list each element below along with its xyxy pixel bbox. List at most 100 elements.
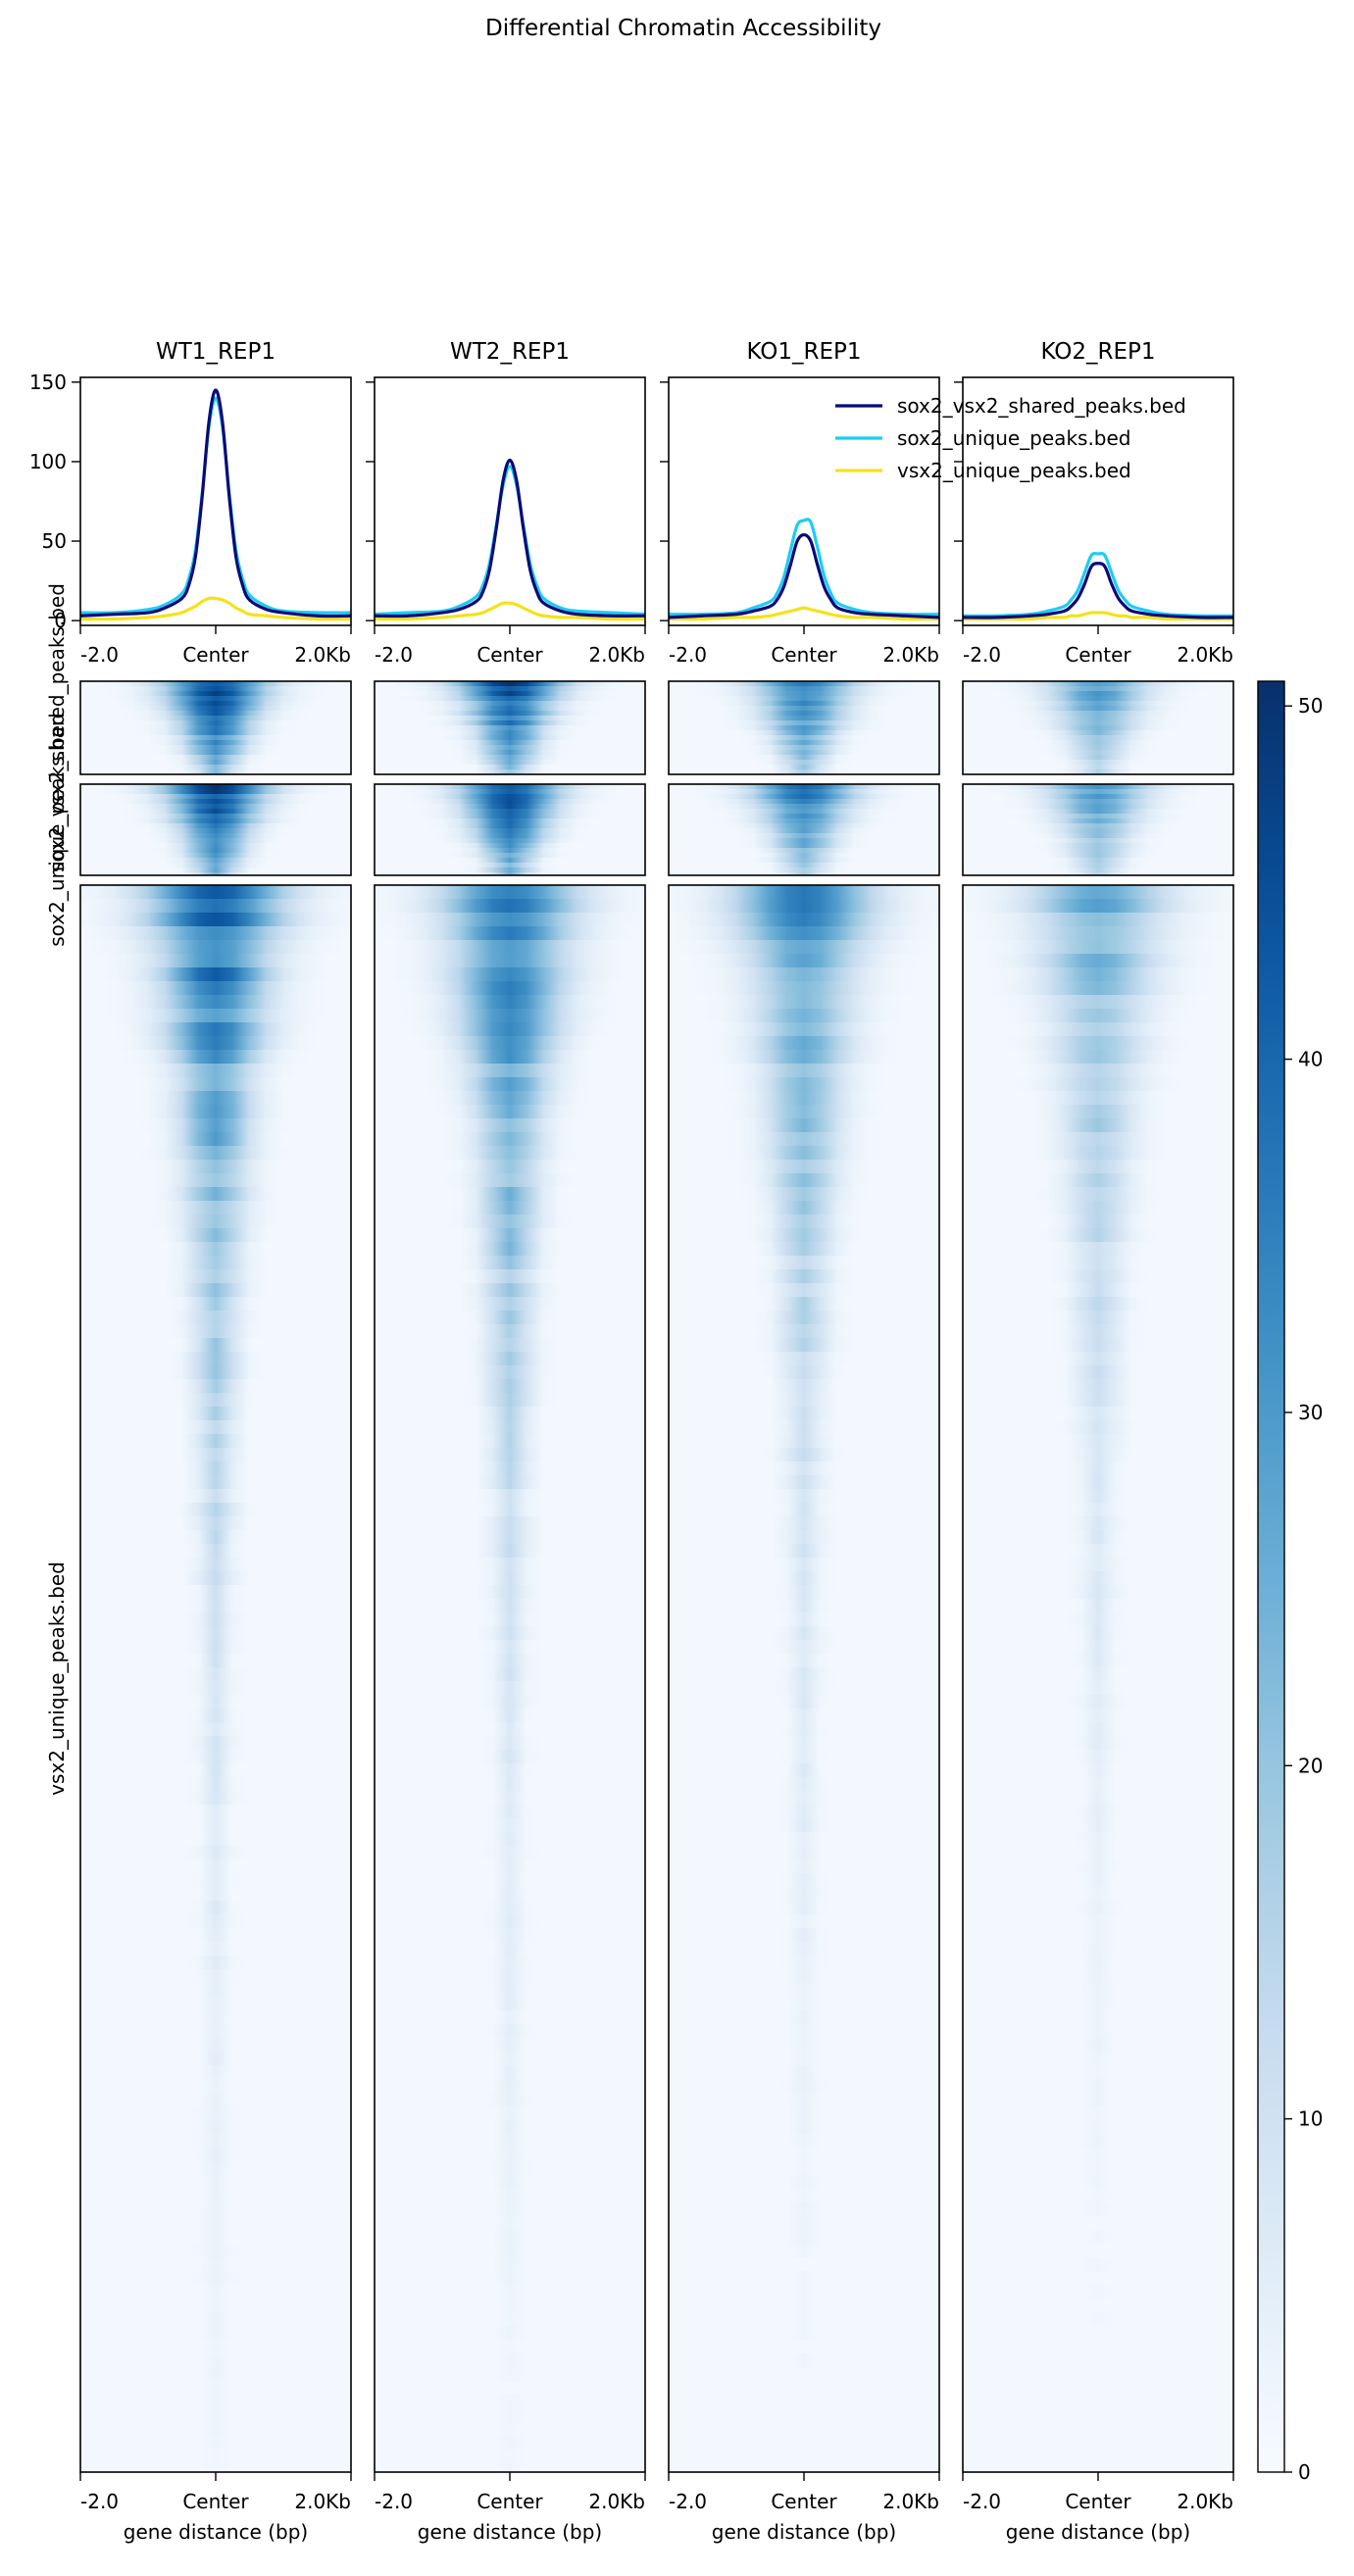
heatmap-row-band xyxy=(669,789,939,795)
heatmap-row-band xyxy=(80,1461,351,1476)
colorbar-tick-label: 20 xyxy=(1298,1754,1323,1777)
heatmap-row-band xyxy=(669,1722,939,1737)
heatmap-row-band xyxy=(375,995,645,1010)
heatmap-row-band xyxy=(375,1846,645,1860)
heatmap-row-band xyxy=(375,745,645,751)
x-tick-label: Center xyxy=(1065,643,1131,667)
heatmap-row-band xyxy=(80,2395,351,2409)
heatmap-row-band xyxy=(80,784,351,790)
heatmap-row-band xyxy=(669,2134,939,2149)
heatmap-row-band xyxy=(375,2120,645,2135)
heatmap-row-band xyxy=(375,1612,645,1627)
heatmap-row-band xyxy=(375,691,645,697)
heatmap-row-band xyxy=(80,2134,351,2149)
profile-line-sox2-vsx2-shared-peaks-bed xyxy=(962,562,1234,619)
heatmap-row-band xyxy=(963,848,1233,854)
heatmap-row-band xyxy=(963,913,1233,927)
heatmap-row-band xyxy=(669,1805,939,1819)
heatmap-row-band xyxy=(669,885,939,900)
heatmap-row-band xyxy=(963,2038,1233,2053)
heatmap-row-band xyxy=(669,2271,939,2286)
heatmap-row-band xyxy=(669,760,939,766)
heatmap-row-band xyxy=(80,1887,351,1902)
heatmap-row-band xyxy=(669,730,939,736)
heatmap-row-band xyxy=(963,755,1233,761)
heatmap-row-band xyxy=(375,2367,645,2382)
heatmap-row-band xyxy=(375,1571,645,1586)
heatmap-row-band xyxy=(669,716,939,721)
heatmap-frame xyxy=(79,680,352,775)
heatmap-row-band xyxy=(80,2450,351,2464)
heatmap-row-band xyxy=(669,1160,939,1174)
heatmap-row-band xyxy=(963,740,1233,746)
heatmap-row-band xyxy=(669,2093,939,2107)
heatmap-row-band xyxy=(669,899,939,914)
heatmap-row-band xyxy=(80,1173,351,1188)
profile-panel-wt2-rep1 xyxy=(374,376,646,626)
heatmap-frame xyxy=(374,783,646,876)
heatmap-row-band xyxy=(375,2052,645,2066)
heatmap-row-band xyxy=(963,1695,1233,1709)
heatmap-row-band xyxy=(963,1599,1233,1613)
heatmap-row-band xyxy=(963,967,1233,982)
heatmap-row-band xyxy=(375,1681,645,1696)
heatmap-row-band xyxy=(80,1503,351,1517)
heatmap-row-band xyxy=(80,804,351,810)
heatmap-row-band xyxy=(80,1873,351,1888)
heatmap-row-band xyxy=(669,1846,939,1860)
heatmap-row-band xyxy=(669,2353,939,2368)
heatmap-row-band xyxy=(669,1763,939,1778)
heatmap-row-band xyxy=(375,1228,645,1243)
heatmap-row-band xyxy=(375,1805,645,1819)
heatmap-row-band xyxy=(963,1475,1233,1490)
heatmap-row-band xyxy=(375,1077,645,1092)
heatmap-row-band xyxy=(669,1599,939,1613)
heatmap-row-band xyxy=(80,2175,351,2190)
heatmap-row-band xyxy=(963,2079,1233,2094)
heatmap-row-band xyxy=(963,2285,1233,2300)
heatmap-row-band xyxy=(80,686,351,692)
heatmap-row-band xyxy=(80,1393,351,1408)
heatmap-row-band xyxy=(963,2175,1233,2190)
heatmap-ko1-rep1-sox2-vsx2-shared-peaks-bed xyxy=(668,680,940,775)
heatmap-row-band xyxy=(375,1214,645,1229)
heatmap-row-band xyxy=(669,1942,939,1957)
heatmap-row-band xyxy=(375,716,645,721)
heatmap-row-band xyxy=(80,1064,351,1078)
heatmap-row-band xyxy=(963,716,1233,721)
heatmap-row-band xyxy=(963,1022,1233,1037)
heatmap-row-band xyxy=(375,760,645,766)
heatmap-row-band xyxy=(375,701,645,707)
heatmap-row-band xyxy=(669,818,939,824)
heatmap-row-band xyxy=(963,1393,1233,1408)
heatmap-row-band xyxy=(375,814,645,819)
heatmap-row-band xyxy=(669,2312,939,2327)
profile-background xyxy=(80,377,351,625)
heatmap-row-band xyxy=(80,1242,351,1257)
heatmap-row-band xyxy=(669,809,939,815)
heatmap-row-band xyxy=(375,2450,645,2464)
heatmap-row-band xyxy=(80,725,351,731)
sample-title-wt1-rep1: WT1_REP1 xyxy=(156,339,276,365)
heatmap-row-band xyxy=(669,1777,939,1792)
y-tick-label: 150 xyxy=(29,371,67,394)
heatmap-row-band xyxy=(80,2161,351,2176)
heatmap-row-band xyxy=(963,1667,1233,1682)
heatmap-row-band xyxy=(963,760,1233,766)
heatmap-row-band xyxy=(375,711,645,717)
heatmap-row-band xyxy=(80,2203,351,2217)
heatmap-row-band xyxy=(669,1489,939,1504)
heatmap-row-band xyxy=(669,2216,939,2231)
heatmap-row-band xyxy=(669,1201,939,1215)
heatmap-row-band xyxy=(80,1599,351,1613)
y-tick-label: 0 xyxy=(54,609,67,632)
heatmap-row-band xyxy=(375,1393,645,1408)
heatmap-row-band xyxy=(669,1173,939,1188)
heatmap-row-band xyxy=(669,1324,939,1339)
heatmap-row-band xyxy=(80,2244,351,2258)
heatmap-row-band xyxy=(375,789,645,795)
heatmap-row-band xyxy=(669,2052,939,2066)
heatmap-row-band xyxy=(375,740,645,746)
heatmap-row-band xyxy=(669,1736,939,1751)
heatmap-x-tick-label: -2.0 xyxy=(669,2490,707,2513)
